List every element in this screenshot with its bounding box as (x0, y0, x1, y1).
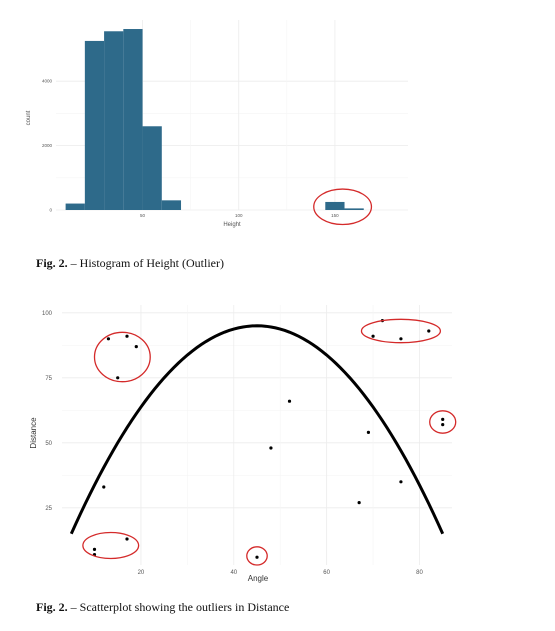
scatter-outlier-circle (82, 531, 140, 560)
scatter-x-axis-label: Angle (248, 574, 269, 583)
histogram-chart: 0 2000 4000 50 100 150 Height count (26, 20, 408, 228)
histogram-bar (325, 201, 345, 210)
scatter-y-tick-label: 50 (45, 441, 52, 447)
scatter-x-tick-label: 60 (323, 570, 330, 576)
histogram-caption: Fig. 2. – Histogram of Height (Outlier) (36, 256, 224, 271)
scatter-x-ticks: 20 40 60 80 (138, 570, 424, 576)
scatter-points (92, 319, 445, 559)
scatterplot-caption-label: Fig. 2. (36, 600, 68, 614)
histogram-x-axis-label: Height (223, 222, 241, 228)
scatter-fitted-curve (69, 324, 445, 535)
scatter-point (287, 399, 292, 403)
scatter-point (399, 480, 403, 484)
histogram-caption-label: Fig. 2. (36, 256, 68, 270)
scatterplot-caption-text: – Scatterplot showing the outliers in Di… (70, 600, 290, 614)
scatter-y-tick-label: 75 (45, 376, 52, 382)
scatter-y-tick-label: 25 (45, 506, 52, 512)
scatter-outlier-circle (93, 331, 151, 383)
histogram-y-tick-label: 2000 (42, 143, 53, 148)
scatter-point (106, 337, 111, 341)
scatterplot-caption: Fig. 2. – Scatterplot showing the outlie… (36, 600, 289, 615)
histogram-bar (84, 40, 105, 210)
histogram-caption-text: – Histogram of Height (Outlier) (70, 256, 224, 270)
scatter-point (134, 345, 138, 349)
scatter-point (116, 376, 120, 380)
scatter-x-tick-label: 80 (416, 570, 423, 576)
scatter-outlier-circle (246, 546, 268, 566)
scatter-point (441, 417, 445, 421)
histogram-bar (161, 200, 182, 210)
scatter-y-axis-label: Distance (29, 417, 38, 449)
scatter-point (92, 547, 97, 551)
histogram-x-tick-label: 50 (140, 213, 146, 218)
scatter-point (371, 334, 375, 338)
scatter-outlier-highlights (82, 318, 457, 566)
scatter-point (357, 501, 361, 505)
scatter-point (102, 485, 106, 489)
histogram-outlier-highlights (313, 188, 373, 226)
scatterplot-chart: 25 50 75 100 20 40 60 80 Angle Distance (29, 305, 457, 583)
histogram-y-tick-label: 4000 (42, 79, 53, 84)
scatter-y-tick-label: 100 (42, 311, 53, 317)
scatter-outlier-circle (429, 410, 457, 434)
histogram-outlier-circle (313, 188, 373, 226)
histogram-x-tick-label: 150 (331, 213, 339, 218)
histogram-y-tick-label: 0 (49, 208, 52, 213)
histogram-y-axis-label: count (26, 110, 32, 125)
scatter-outlier-circle (360, 318, 442, 344)
scatter-x-tick-label: 20 (138, 570, 145, 576)
histogram-bar (142, 126, 162, 210)
scatter-x-tick-label: 40 (230, 570, 237, 576)
histogram-bar (104, 31, 124, 211)
histogram-bars (65, 29, 364, 211)
scatter-point (125, 537, 129, 541)
scatter-point (255, 555, 259, 559)
scatter-point (427, 329, 431, 333)
histogram-y-ticks: 0 2000 4000 (42, 79, 53, 213)
histogram-x-tick-label: 100 (235, 213, 243, 218)
scatter-point (269, 446, 273, 450)
scatter-point (399, 337, 403, 341)
histogram-bar (65, 203, 85, 210)
histogram-bar (344, 208, 364, 210)
scatter-y-ticks: 25 50 75 100 (42, 311, 53, 512)
histogram-bar (123, 29, 143, 210)
histogram-x-ticks: 50 100 150 (140, 213, 339, 218)
scatter-point (366, 430, 371, 434)
scatter-point (125, 334, 129, 338)
scatter-grid (62, 305, 452, 565)
scatter-point (441, 423, 445, 427)
